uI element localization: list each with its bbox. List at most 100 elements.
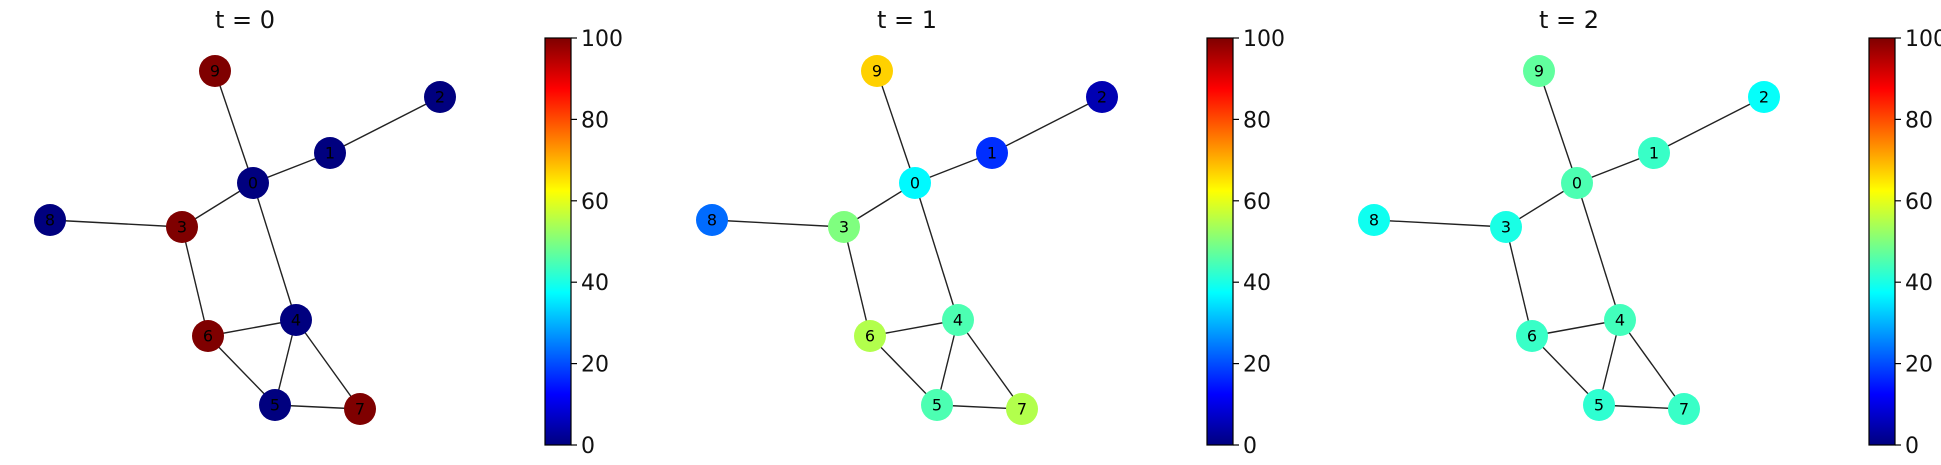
node-5: 5	[1583, 389, 1615, 421]
node-label: 1	[987, 144, 997, 163]
node-circle	[1490, 211, 1522, 243]
node-label: 3	[1501, 218, 1511, 237]
node-6: 6	[854, 320, 886, 352]
edge-3-6	[1505, 226, 1533, 337]
node-label: 6	[1527, 327, 1537, 346]
edge-1-2	[991, 96, 1103, 154]
node-3: 3	[828, 211, 860, 243]
node-3: 3	[1490, 211, 1522, 243]
node-9: 9	[861, 55, 893, 87]
colorbar-tick-label: 80	[1905, 108, 1933, 133]
node-2: 2	[1086, 81, 1118, 113]
colorbar-tick-label: 100	[1243, 27, 1285, 52]
nodes: 0 1 2 3 4 5 6 7 8 9	[34, 55, 456, 425]
colorbar-frame	[544, 37, 572, 446]
panel-title: t = 1	[877, 6, 937, 34]
colorbar: 0 20 40 60 80 100	[1206, 27, 1285, 459]
nodes: 0 1 2 3 4 5 6 7 8 9	[696, 55, 1118, 425]
node-0: 0	[1561, 167, 1593, 199]
edge-5-6	[869, 335, 938, 406]
node-label: 5	[932, 396, 942, 415]
node-label: 7	[1679, 400, 1689, 419]
node-circle	[1561, 167, 1593, 199]
node-label: 4	[1615, 311, 1625, 330]
node-circle	[976, 137, 1008, 169]
node-circle	[314, 137, 346, 169]
node-0: 0	[237, 167, 269, 199]
node-label: 6	[865, 327, 875, 346]
node-2: 2	[424, 81, 456, 113]
node-circle	[861, 55, 893, 87]
colorbar-frame	[1868, 37, 1896, 446]
edge-0-4	[914, 182, 959, 321]
node-label: 7	[1017, 400, 1027, 419]
node-label: 6	[203, 327, 213, 346]
node-circle	[237, 167, 269, 199]
edge-1-2	[329, 96, 441, 154]
node-label: 4	[953, 311, 963, 330]
node-circle	[344, 393, 376, 425]
edge-1-2	[1653, 96, 1765, 154]
colorbar-tick-label: 20	[1243, 353, 1271, 378]
node-1: 1	[314, 137, 346, 169]
node-circle	[942, 304, 974, 336]
colorbar: 0 20 40 60 80 100	[544, 27, 623, 459]
colorbar-tick-label: 60	[1905, 190, 1933, 215]
node-1: 1	[976, 137, 1008, 169]
node-label: 5	[270, 396, 280, 415]
edge-3-6	[843, 226, 871, 337]
node-label: 2	[435, 88, 445, 107]
node-label: 1	[325, 144, 335, 163]
edge-0-9	[876, 70, 916, 184]
node-label: 9	[1534, 62, 1544, 81]
node-9: 9	[199, 55, 231, 87]
edge-4-7	[957, 319, 1023, 410]
colorbar-tick-label: 0	[581, 434, 595, 459]
panel-2: t = 2 0 1 2 3 4 5 6 7 8 9 0 20 40 60 80 100	[1358, 6, 1941, 459]
node-circle	[280, 304, 312, 336]
node-label: 2	[1097, 88, 1107, 107]
node-circle	[899, 167, 931, 199]
node-label: 9	[210, 62, 220, 81]
edge-5-6	[207, 335, 276, 406]
colorbar-tick-label: 0	[1243, 434, 1257, 459]
edge-3-6	[181, 226, 209, 337]
node-circle	[696, 204, 728, 236]
node-label: 2	[1759, 88, 1769, 107]
node-7: 7	[344, 393, 376, 425]
node-label: 8	[45, 211, 55, 230]
node-9: 9	[1523, 55, 1555, 87]
node-circle	[1086, 81, 1118, 113]
edge-4-7	[1619, 319, 1685, 410]
node-8: 8	[1358, 204, 1390, 236]
colorbar-tick-label: 80	[1243, 108, 1271, 133]
edge-5-6	[1531, 335, 1600, 406]
node-circle	[828, 211, 860, 243]
edge-3-8	[711, 219, 845, 228]
node-6: 6	[192, 320, 224, 352]
colorbar-tick-label: 60	[581, 190, 609, 215]
node-circle	[192, 320, 224, 352]
node-label: 4	[291, 311, 301, 330]
node-1: 1	[1638, 137, 1670, 169]
node-4: 4	[1604, 304, 1636, 336]
edge-0-4	[1576, 182, 1621, 321]
colorbar-tick-label: 40	[1243, 271, 1271, 296]
colorbar-gradient	[545, 38, 571, 445]
colorbar-tick-label: 60	[1243, 190, 1271, 215]
node-circle	[1583, 389, 1615, 421]
node-label: 9	[872, 62, 882, 81]
node-8: 8	[696, 204, 728, 236]
node-4: 4	[280, 304, 312, 336]
node-2: 2	[1748, 81, 1780, 113]
edge-0-9	[214, 70, 254, 184]
node-circle	[1604, 304, 1636, 336]
node-circle	[1523, 55, 1555, 87]
edge-3-8	[49, 219, 183, 228]
edge-0-9	[1538, 70, 1578, 184]
node-7: 7	[1006, 393, 1038, 425]
node-label: 8	[707, 211, 717, 230]
colorbar-tick-label: 80	[581, 108, 609, 133]
colorbar-tick-label: 40	[1905, 271, 1933, 296]
